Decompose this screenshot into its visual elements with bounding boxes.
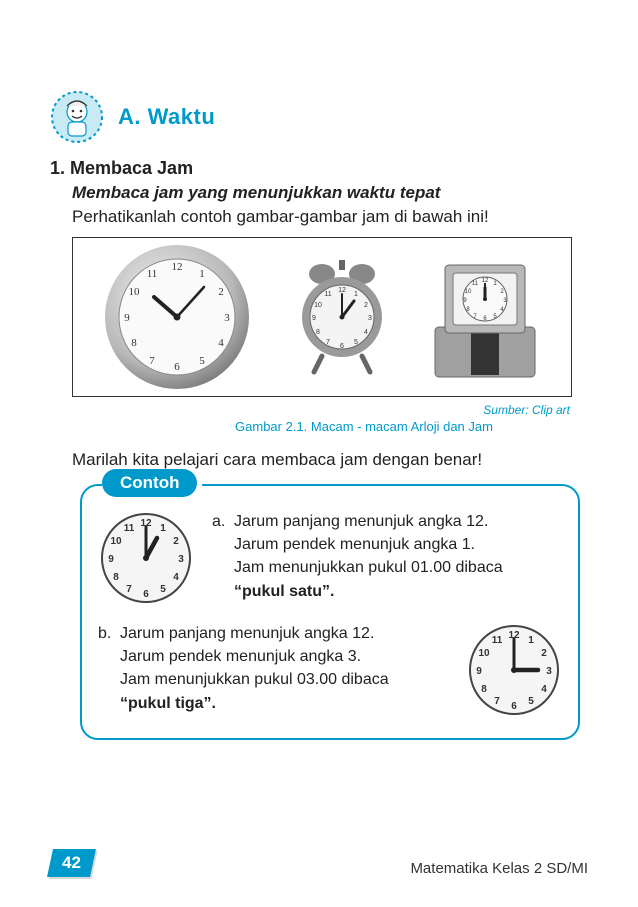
svg-text:9: 9 — [312, 315, 316, 322]
svg-text:10: 10 — [110, 536, 122, 547]
page-number-badge: 42 — [47, 849, 96, 877]
heading-membaca-jam: 1. Membaca Jam — [50, 158, 588, 179]
svg-text:4: 4 — [541, 684, 547, 695]
svg-text:5: 5 — [160, 584, 166, 595]
svg-text:7: 7 — [126, 584, 132, 595]
example-a-line2: Jarum pendek menunjuk angka 1. — [234, 533, 475, 556]
example-b-text: b.Jarum panjang menunjuk angka 12. Jarum… — [98, 622, 448, 715]
example-b-label: b. — [98, 622, 120, 645]
svg-text:10: 10 — [129, 286, 141, 298]
contoh-container: Contoh 1212 345 678 91011 a.Jarum panjan… — [80, 484, 580, 740]
section-header: A. Waktu — [50, 90, 588, 144]
svg-text:11: 11 — [147, 268, 158, 280]
mascot-icon — [50, 90, 104, 144]
svg-text:1: 1 — [354, 291, 358, 298]
example-a-text: a.Jarum panjang menunjuk angka 12. Jarum… — [212, 510, 503, 603]
svg-text:8: 8 — [316, 329, 320, 336]
svg-text:3: 3 — [546, 666, 552, 677]
section-title: A. Waktu — [118, 104, 215, 130]
svg-text:5: 5 — [354, 339, 358, 346]
svg-text:2: 2 — [364, 302, 368, 309]
svg-text:3: 3 — [225, 312, 231, 324]
svg-text:12: 12 — [172, 261, 183, 273]
example-b-line3: Jam menunjukkan pukul 03.00 dibaca — [120, 668, 389, 691]
svg-text:11: 11 — [324, 291, 331, 298]
example-b-row: b.Jarum panjang menunjuk angka 12. Jarum… — [98, 622, 562, 718]
svg-text:1: 1 — [528, 635, 534, 646]
svg-text:4: 4 — [364, 329, 368, 336]
figure-caption: Gambar 2.1. Macam - macam Arloji dan Jam — [140, 419, 588, 434]
clock-3-oclock-icon: 1212 345 678 91011 — [466, 622, 562, 718]
svg-text:10: 10 — [314, 302, 322, 309]
page-footer: 42 Matematika Kelas 2 SD/MI — [50, 849, 588, 877]
subheading-waktu-tepat: Membaca jam yang menunjukkan waktu tepat — [72, 183, 588, 203]
page-number: 42 — [62, 853, 81, 873]
contoh-box: 1212 345 678 91011 a.Jarum panjang menun… — [80, 484, 580, 740]
svg-text:8: 8 — [481, 684, 487, 695]
example-a-bold: “pukul satu”. — [234, 580, 334, 603]
svg-text:6: 6 — [143, 589, 149, 600]
svg-text:9: 9 — [125, 312, 131, 324]
clock-1-oclock-icon: 1212 345 678 91011 — [98, 510, 194, 606]
example-a-label: a. — [212, 510, 234, 533]
footer-book-title: Matematika Kelas 2 SD/MI — [410, 860, 588, 877]
svg-text:2: 2 — [219, 286, 225, 298]
svg-text:12: 12 — [338, 287, 346, 294]
svg-text:3: 3 — [368, 315, 372, 322]
svg-text:7: 7 — [150, 355, 156, 367]
contoh-tab: Contoh — [102, 469, 197, 497]
svg-text:2: 2 — [541, 648, 547, 659]
svg-text:6: 6 — [340, 343, 344, 350]
svg-text:4: 4 — [219, 337, 225, 349]
svg-text:11: 11 — [492, 635, 503, 646]
wall-clock-illustration: 1212 345 678 91011 — [99, 242, 259, 392]
svg-text:7: 7 — [494, 696, 500, 707]
svg-text:3: 3 — [178, 554, 184, 565]
svg-text:10: 10 — [464, 289, 471, 295]
svg-text:10: 10 — [478, 648, 490, 659]
example-a-line1: Jarum panjang menunjuk angka 12. — [234, 513, 488, 530]
svg-text:6: 6 — [175, 361, 181, 373]
svg-text:5: 5 — [528, 696, 534, 707]
example-a-line3: Jam menunjukkan pukul 01.00 dibaca — [234, 556, 503, 579]
svg-text:8: 8 — [132, 337, 138, 349]
svg-text:6: 6 — [511, 701, 517, 712]
svg-text:11: 11 — [124, 523, 135, 534]
svg-text:7: 7 — [326, 339, 330, 346]
svg-text:2: 2 — [173, 536, 179, 547]
figure-source: Sumber: Clip art — [50, 403, 570, 417]
example-b-line2: Jarum pendek menunjuk angka 3. — [120, 645, 361, 668]
time-recorder-illustration: 1212 345 678 91011 — [425, 247, 545, 387]
svg-text:4: 4 — [173, 572, 179, 583]
alarm-clock-illustration: 1212 345 678 91011 — [292, 252, 392, 382]
figure-clocks-box: 1212 345 678 91011 1212 345 678 91011 — [72, 237, 572, 397]
svg-text:1: 1 — [160, 523, 166, 534]
svg-text:11: 11 — [472, 281, 479, 287]
svg-text:8: 8 — [113, 572, 119, 583]
lead-text: Marilah kita pelajari cara membaca jam d… — [72, 450, 588, 470]
example-b-bold: “pukul tiga”. — [120, 692, 216, 715]
example-a-row: 1212 345 678 91011 a.Jarum panjang menun… — [98, 510, 562, 606]
svg-text:9: 9 — [476, 666, 482, 677]
svg-text:5: 5 — [200, 355, 206, 367]
example-b-line1: Jarum panjang menunjuk angka 12. — [120, 625, 374, 642]
svg-text:9: 9 — [108, 554, 114, 565]
svg-text:1: 1 — [200, 268, 206, 280]
intro-text: Perhatikanlah contoh gambar-gambar jam d… — [72, 207, 588, 227]
